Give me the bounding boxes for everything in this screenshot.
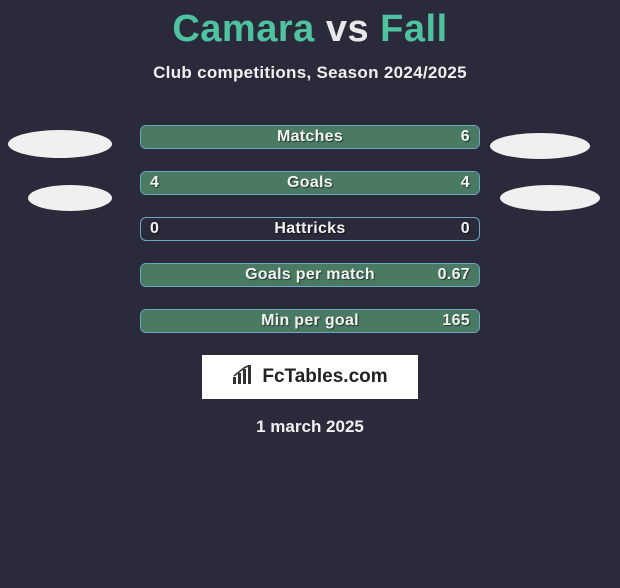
decorative-ellipse [490, 133, 590, 159]
decorative-ellipse [8, 130, 112, 158]
stat-row: Min per goal165 [0, 309, 620, 335]
page-title: Camara vs Fall [0, 8, 620, 51]
stat-label: Goals per match [140, 263, 480, 287]
subtitle: Club competitions, Season 2024/2025 [0, 63, 620, 83]
title-player1: Camara [172, 8, 314, 50]
stat-label: Matches [140, 125, 480, 149]
title-player2: Fall [380, 8, 447, 50]
stat-value-right: 165 [442, 309, 470, 333]
stat-value-right: 0 [461, 217, 470, 241]
logo-chart-icon [232, 365, 254, 390]
decorative-ellipse [500, 185, 600, 211]
logo-box: FcTables.com [202, 355, 418, 399]
stat-value-left: 0 [150, 217, 159, 241]
stat-label: Hattricks [140, 217, 480, 241]
stat-value-right: 6 [461, 125, 470, 149]
title-vs: vs [326, 8, 369, 50]
stat-value-right: 4 [461, 171, 470, 195]
decorative-ellipse [28, 185, 112, 211]
stat-value-right: 0.67 [438, 263, 470, 287]
stat-row: Hattricks0 0 [0, 217, 620, 243]
logo-text: FcTables.com [262, 366, 387, 388]
stat-label: Min per goal [140, 309, 480, 333]
stat-row: Goals per match0.67 [0, 263, 620, 289]
date-line: 1 march 2025 [0, 417, 620, 437]
stat-label: Goals [140, 171, 480, 195]
stat-value-left: 4 [150, 171, 159, 195]
